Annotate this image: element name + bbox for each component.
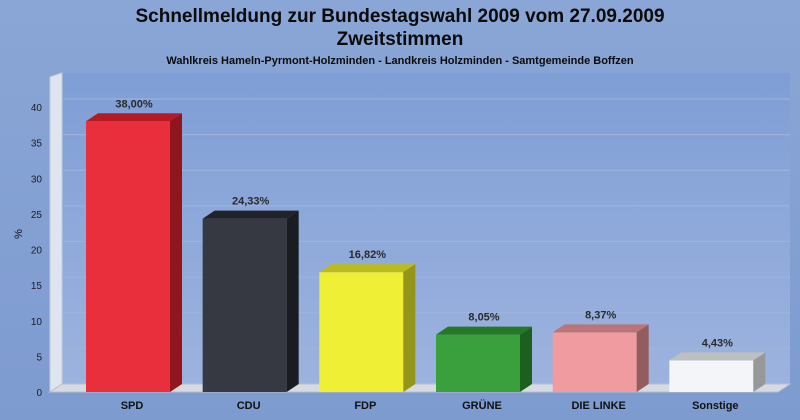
- bar-front: [86, 121, 170, 392]
- bar-highlight: [552, 332, 637, 392]
- bar-front: [669, 360, 754, 392]
- y-tick-label: 0: [36, 388, 42, 399]
- x-tick-label: Sonstige: [692, 400, 738, 412]
- plot-back-wall: [62, 73, 790, 384]
- bar-cdu: 24,33%: [202, 196, 299, 392]
- x-tick-label: FDP: [354, 400, 376, 412]
- bar-spd: 38,00%: [86, 98, 182, 392]
- y-axis-label: %: [13, 229, 25, 239]
- bar-side: [753, 352, 766, 392]
- y-tick-label: 30: [31, 174, 43, 185]
- bars: 38,00% 24,33% 16,82% 8,05% 8,37% 4,43%: [86, 98, 766, 392]
- bar-side: [286, 210, 299, 392]
- bar-front: [202, 218, 287, 392]
- bar-top: [669, 352, 766, 361]
- bar-fdp: 16,82%: [319, 249, 416, 392]
- chart-title: Schnellmeldung zur Bundestagswahl 2009 v…: [135, 6, 664, 27]
- bar-highlight: [436, 334, 520, 392]
- y-tick-label: 5: [36, 352, 42, 363]
- y-tick-label: 35: [31, 139, 43, 150]
- gridlines: [62, 98, 790, 349]
- x-tick-label: GRÜNE: [462, 399, 502, 412]
- bar-highlight: [319, 272, 404, 392]
- bar-highlight: [86, 121, 170, 392]
- data-label: 24,33%: [232, 196, 270, 208]
- x-tick-label: CDU: [237, 400, 261, 412]
- x-axis-labels: SPD CDU FDP GRÜNE DIE LINKE Sonstige: [121, 399, 739, 412]
- bar-top: [319, 264, 416, 273]
- y-tick-label: 10: [31, 317, 43, 328]
- bar-grüne: 8,05%: [436, 312, 532, 392]
- bar-side: [520, 326, 532, 392]
- y-axis-ticks: 0 5 10 15 20 25 30 35 40: [31, 103, 43, 399]
- y-tick-label: 15: [31, 281, 43, 292]
- y-tick-label: 25: [31, 210, 43, 221]
- bar-top: [202, 210, 299, 219]
- bar-highlight: [669, 360, 754, 392]
- x-tick-label: SPD: [121, 400, 144, 412]
- y-tick-label: 40: [31, 103, 43, 114]
- bar-side: [170, 113, 182, 392]
- data-label: 16,82%: [349, 249, 387, 261]
- bar-front: [319, 272, 404, 392]
- x-tick-label: DIE LINKE: [571, 400, 625, 412]
- data-label: 8,05%: [468, 312, 499, 324]
- plot-area: [48, 72, 792, 393]
- data-label: 38,00%: [115, 98, 153, 110]
- y-tick-label: 20: [31, 246, 43, 257]
- bar-die-linke: 8,37%: [552, 309, 649, 392]
- bar-side: [403, 264, 416, 392]
- bar-sonstige: 4,43%: [669, 337, 766, 392]
- bar-top: [86, 113, 182, 122]
- plot-left-wall: [49, 72, 63, 393]
- data-label: 4,43%: [702, 337, 733, 349]
- data-label: 8,37%: [585, 309, 616, 321]
- bar-front: [436, 334, 520, 392]
- chart-subtitle: Wahlkreis Hameln-Pyrmont-Holzminden - La…: [166, 55, 633, 67]
- bar-front: [552, 332, 637, 392]
- bar-top: [436, 326, 532, 335]
- bar-top: [552, 324, 649, 333]
- bar-side: [636, 324, 649, 392]
- chart-title-line2: Zweitstimmen: [337, 29, 464, 50]
- bar-highlight: [202, 218, 287, 392]
